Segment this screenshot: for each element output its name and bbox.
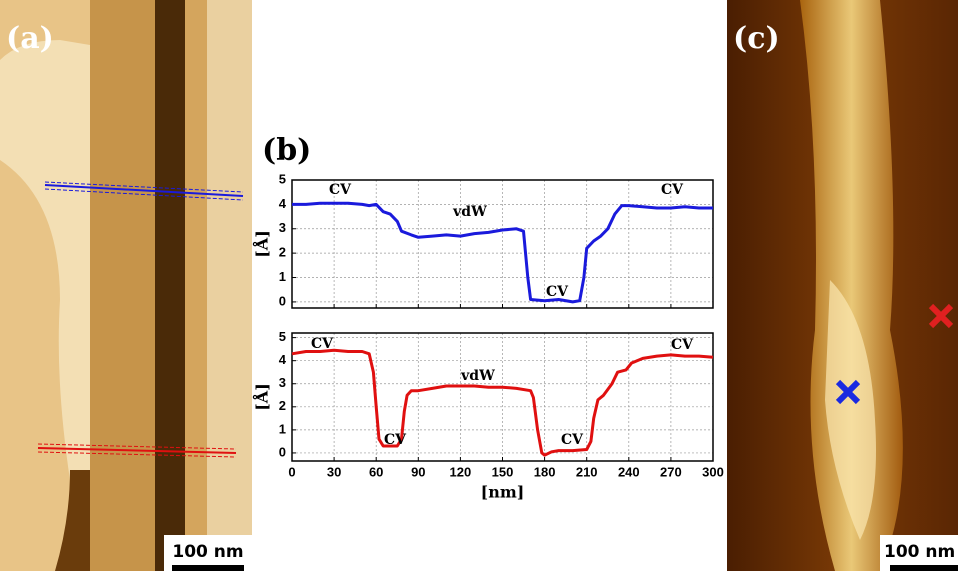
y-tick-label: 5: [279, 329, 286, 344]
annotation: CV: [311, 336, 334, 352]
annotation: CV: [661, 182, 684, 198]
y-tick-label: 2: [279, 398, 286, 413]
x-tick-label: 60: [369, 464, 383, 479]
annotation: CV: [384, 432, 407, 448]
y-axis-label: [Å]: [251, 383, 272, 411]
y-tick-label: 0: [279, 293, 286, 308]
panel-label: (a): [6, 21, 54, 56]
annotation: CV: [561, 432, 584, 448]
y-tick-label: 3: [279, 220, 286, 235]
y-axis-label: [Å]: [251, 230, 272, 258]
y-tick-label: 0: [279, 444, 286, 459]
x-tick-label: 180: [534, 464, 556, 479]
x-tick-label: 240: [618, 464, 640, 479]
y-tick-label: 4: [279, 196, 287, 211]
annotation: CV: [671, 337, 694, 353]
x-tick-label: 30: [327, 464, 341, 479]
x-tick-label: 270: [660, 464, 682, 479]
x-tick-label: 300: [702, 464, 724, 479]
x-tick-label: 210: [576, 464, 598, 479]
y-tick-label: 3: [279, 375, 286, 390]
y-tick-label: 1: [279, 421, 286, 436]
annotation: CV: [546, 284, 569, 300]
y-tick-label: 1: [279, 269, 286, 284]
annotation: CV: [329, 182, 352, 198]
annotation: vdW: [452, 204, 487, 220]
annotation: vdW: [460, 368, 495, 384]
x-tick-label: 120: [450, 464, 472, 479]
x-axis-label: [nm]: [481, 483, 525, 502]
y-tick-label: 2: [279, 245, 286, 260]
figure: (a) 100 nm (c) 100 nm (b) 0 1 2 3 4 5 [Å] CV vdW…: [0, 0, 958, 571]
y-tick-label: 4: [279, 352, 287, 367]
y-tick-label: 5: [279, 171, 286, 186]
scale-bar-label: 100 nm: [884, 542, 955, 562]
scale-bar-label: 100 nm: [172, 542, 243, 562]
x-tick-label: 150: [492, 464, 514, 479]
panel-label: (b): [262, 133, 311, 168]
afm-image-c: (c) 100 nm: [727, 0, 958, 571]
afm-image-a: (a) 100 nm: [0, 0, 252, 571]
x-tick-label: 0: [288, 464, 295, 479]
x-tick-label: 90: [411, 464, 425, 479]
panel-label: (c): [733, 21, 780, 56]
